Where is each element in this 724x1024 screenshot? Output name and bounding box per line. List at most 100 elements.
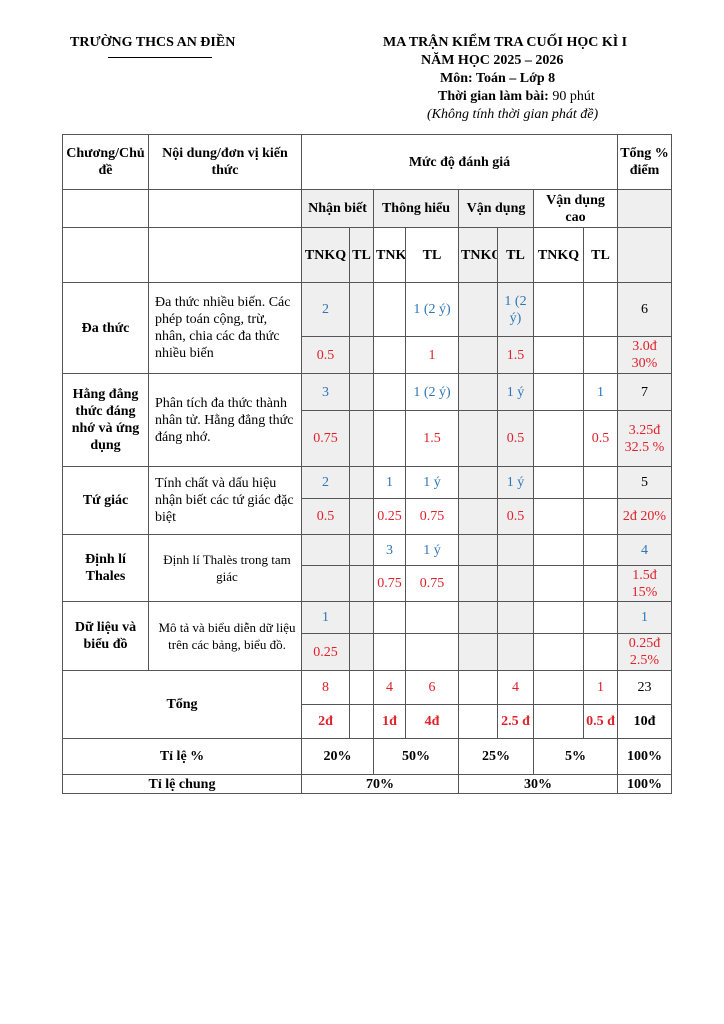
count-cell: 1 ý — [497, 466, 534, 499]
overall-label: Tỉ lệ chung — [62, 774, 302, 794]
empty-cell — [617, 227, 672, 283]
count-cell — [533, 534, 584, 566]
points-total: 1.5đ 15% — [617, 565, 672, 602]
points-cell — [497, 565, 534, 602]
points-cell — [497, 633, 534, 671]
points-cell — [533, 410, 584, 467]
table-row: Tổng 8 4 6 4 1 23 — [62, 670, 672, 739]
count-cell — [458, 534, 498, 566]
count-cell: 1 — [583, 373, 618, 411]
level-header: Vận dụng cao — [533, 189, 618, 228]
count-cell — [349, 466, 374, 499]
topic-name: Tứ giác — [62, 466, 149, 535]
count-cell: 1 (2 ý) — [405, 373, 459, 411]
subcol-header: TL — [583, 227, 618, 283]
topic-name: Dữ liệu và biểu đồ — [62, 601, 149, 671]
count-total: 1 — [617, 601, 672, 634]
points-cell: 1.5 — [497, 336, 534, 374]
count-cell: 1 ý — [497, 373, 534, 411]
exam-note: (Không tính thời gian phát đề) — [427, 107, 599, 122]
empty-cell — [617, 189, 672, 228]
points-cell — [405, 633, 459, 671]
count-cell — [583, 282, 618, 337]
points-cell: 0.25 — [373, 498, 406, 535]
count-cell: 1 ý — [405, 466, 459, 499]
points-cell — [373, 410, 406, 467]
table-row: 2đ 1đ 4đ 2.5 đ 0.5 đ 10đ — [63, 704, 672, 739]
count-cell — [583, 466, 618, 499]
count-cell — [373, 601, 406, 634]
count-cell: 1 — [301, 601, 350, 634]
points-cell: 1.5 — [405, 410, 459, 467]
empty-cell — [148, 227, 302, 283]
topic-content: Định lí Thalès trong tam giác — [148, 534, 302, 602]
points-cell — [349, 336, 374, 374]
points-cell: 0.5 — [301, 336, 350, 374]
empty-cell — [148, 189, 302, 228]
topic-name: Định lí Thales — [62, 534, 149, 602]
total-count — [349, 670, 374, 705]
points-cell — [533, 565, 584, 602]
total-count: 6 — [405, 670, 459, 705]
count-cell — [533, 373, 584, 411]
count-cell — [497, 601, 534, 634]
table-row: Tỉ lệ % 20% 50% 25% 5% 100% — [62, 738, 672, 775]
empty-cell — [62, 227, 149, 283]
header-topic: Chương/Chủ đề — [62, 134, 149, 190]
count-cell — [349, 601, 374, 634]
total-count — [533, 670, 584, 705]
points-cell — [583, 565, 618, 602]
count-cell: 1 ý — [405, 534, 459, 566]
table-row: Định lí Thales Định lí Thalès trong tam g… — [62, 534, 672, 602]
topic-content: Mô tả và biểu diễn dữ liệu trên các bảng… — [148, 601, 302, 671]
level-header: Nhận biết — [301, 189, 374, 228]
topic-name: Đa thức — [62, 282, 149, 374]
count-cell — [458, 373, 498, 411]
points-cell: 0.25 — [301, 633, 350, 671]
count-cell — [583, 534, 618, 566]
count-cell — [533, 466, 584, 499]
count-cell — [373, 282, 406, 337]
count-cell: 1 (2 ý) — [497, 282, 534, 337]
total-points: 0.5 đ — [583, 704, 618, 739]
ratio-value: 25% — [458, 738, 534, 775]
points-total: 3.25đ 32.5 % — [617, 410, 672, 467]
points-cell: 0.75 — [373, 565, 406, 602]
points-cell — [349, 498, 374, 535]
school-year: NĂM HỌC 2025 – 2026 — [421, 53, 564, 68]
total-points — [458, 704, 498, 739]
count-total: 4 — [617, 534, 672, 566]
total-points — [533, 704, 584, 739]
points-cell: 0.5 — [583, 410, 618, 467]
count-cell: 1 (2 ý) — [405, 282, 459, 337]
overall-value: 70% — [301, 774, 459, 794]
header-total: Tổng % điểm — [617, 134, 672, 190]
total-points: 2.5 đ — [497, 704, 534, 739]
points-cell — [458, 633, 498, 671]
points-cell: 0.5 — [301, 498, 350, 535]
points-cell — [301, 565, 350, 602]
points-cell — [458, 336, 498, 374]
points-cell: 1 — [405, 336, 459, 374]
header-levels: Mức độ đánh giá — [301, 134, 618, 190]
ratio-value: 20% — [301, 738, 374, 775]
total-count-sum: 23 — [617, 670, 672, 705]
topic-content: Tính chất và dấu hiệu nhận biết các tứ g… — [148, 466, 302, 535]
count-total: 5 — [617, 466, 672, 499]
points-cell — [373, 336, 406, 374]
table-row: Tỉ lệ chung 70% 30% 100% — [62, 774, 672, 794]
table-row: Nhận biết Thông hiểu Vận dụng Vận dụng cao — [62, 189, 672, 228]
table-row: Dữ liệu và biểu đồ Mô tả và biểu diễn dữ … — [62, 601, 672, 671]
table-row: Hằng đẳng thức đáng nhớ và ứng dụng Phân … — [62, 373, 672, 467]
count-cell — [533, 601, 584, 634]
count-cell — [349, 373, 374, 411]
empty-cell — [62, 189, 149, 228]
subject: Môn: Toán – Lớp 8 — [440, 71, 556, 86]
count-cell: 1 — [373, 466, 406, 499]
count-cell — [583, 601, 618, 634]
points-total: 2đ 20% — [617, 498, 672, 535]
count-cell: 2 — [301, 466, 350, 499]
school-name: TRƯỜNG THCS AN ĐIỀN — [70, 35, 236, 50]
level-header: Thông hiểu — [373, 189, 459, 228]
ratio-value: 5% — [533, 738, 618, 775]
